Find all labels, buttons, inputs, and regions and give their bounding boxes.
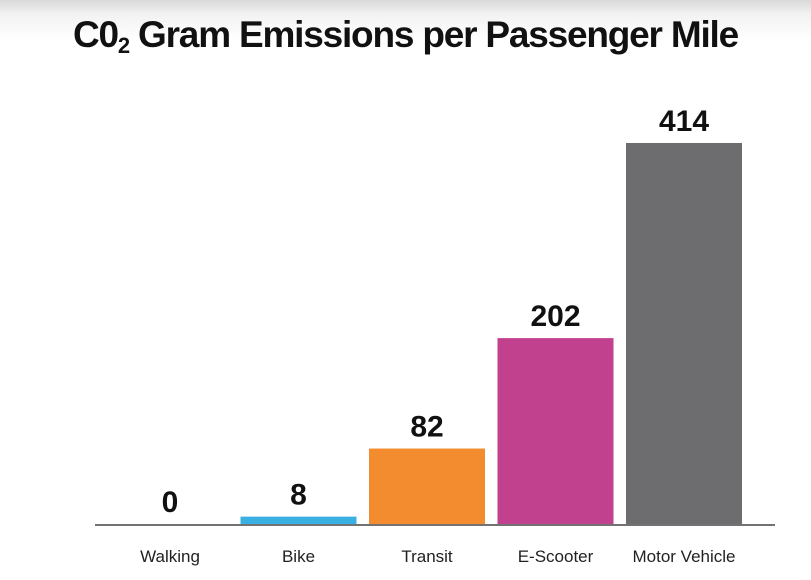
bars-group (240, 143, 742, 524)
bar-motor-vehicle (626, 143, 742, 524)
bar-e-scooter (497, 338, 614, 524)
category-label-bike: Bike (282, 547, 315, 566)
category-label-motor-vehicle: Motor Vehicle (633, 547, 736, 566)
category-label-e-scooter: E-Scooter (518, 547, 594, 566)
value-label-transit: 82 (410, 411, 443, 444)
value-label-motor-vehicle: 414 (659, 105, 709, 138)
title-prefix: C0 (73, 14, 119, 55)
value-label-walking: 0 (162, 486, 179, 519)
chart-title: C02 Gram Emissions per Passenger Mile (0, 14, 811, 58)
top-shade (0, 0, 811, 40)
labels-group: 0 Walking 8 Bike 82 Transit 202 E-Scooter 414 Mot… (140, 105, 735, 566)
title-rest: Gram Emissions per Passenger Mile (128, 14, 739, 55)
title-subscript: 2 (117, 33, 130, 58)
bar-transit (369, 448, 485, 524)
value-label-bike: 8 (290, 479, 307, 512)
value-label-e-scooter: 202 (530, 300, 580, 333)
bar-bike (240, 516, 357, 524)
category-label-walking: Walking (140, 547, 200, 566)
category-label-transit: Transit (401, 547, 453, 566)
